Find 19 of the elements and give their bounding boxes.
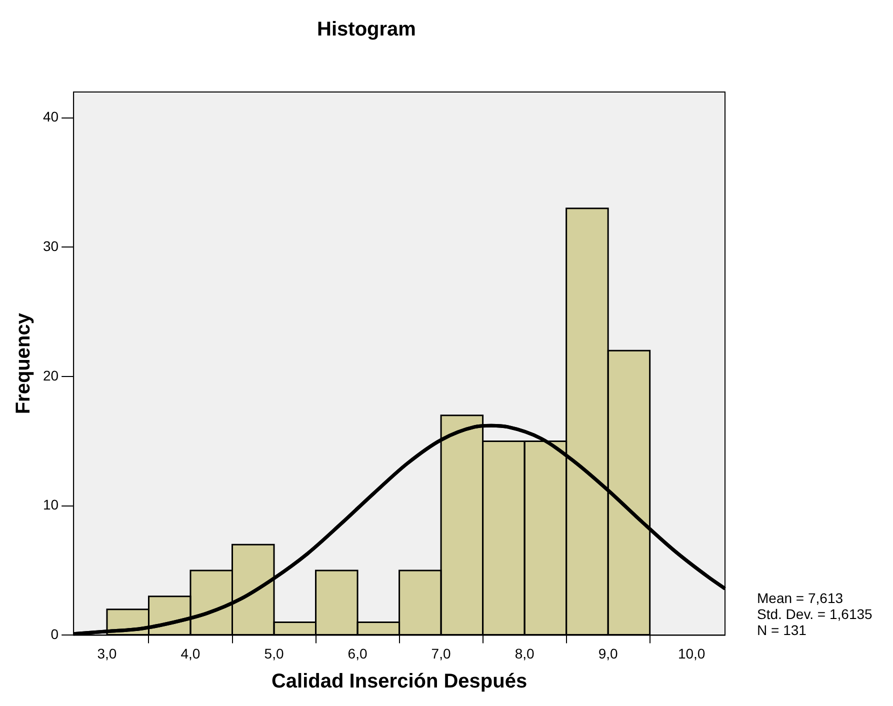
x-tick-label: 7,0	[431, 645, 451, 662]
x-tick-label: 5,0	[264, 645, 284, 662]
text: N = 131	[757, 622, 807, 638]
x-tick-label: 4,0	[180, 645, 200, 662]
y-axis-title: Frequency	[12, 312, 35, 414]
text: Std. Dev. = 1,6135	[757, 606, 873, 622]
x-tick-label: 6,0	[348, 645, 368, 662]
y-tick-label: 30	[42, 238, 59, 254]
x-tick-label: 8,0	[514, 645, 534, 662]
y-tick-label: 20	[42, 367, 59, 384]
y-tick-label: 40	[42, 108, 59, 125]
x-tick-label: 10,0	[678, 645, 706, 662]
text: Mean = 7,613	[757, 590, 844, 606]
chart-title: Histogram	[317, 18, 416, 41]
y-tick-label: 10	[42, 496, 59, 513]
x-tick-label: 9,0	[598, 645, 618, 662]
x-axis-title: Calidad Inserción Después	[271, 670, 528, 693]
y-tick-label: 0	[50, 626, 59, 642]
x-tick-label: 3,0	[97, 645, 117, 662]
